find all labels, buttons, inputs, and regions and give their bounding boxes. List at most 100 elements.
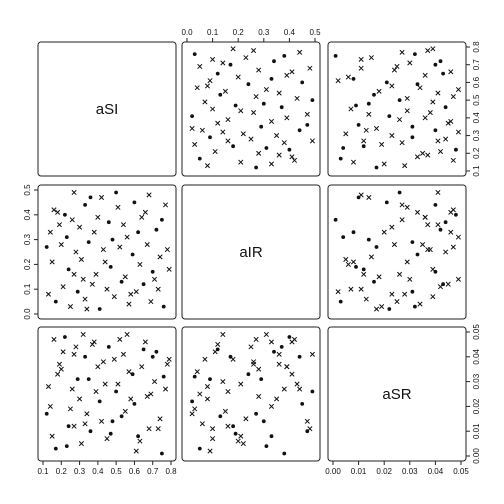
point-cross-52 <box>425 222 431 228</box>
point-dot-16 <box>44 245 49 249</box>
point-dot-62 <box>269 77 274 81</box>
point-dot-65 <box>333 217 338 222</box>
panel-frame <box>181 326 321 462</box>
point-cross-20 <box>73 249 79 255</box>
point-cross-55 <box>80 331 86 338</box>
point-dot-22 <box>410 124 415 129</box>
point-dot-59 <box>366 101 371 106</box>
point-cross-54 <box>399 140 405 146</box>
point-cross-42 <box>104 286 110 292</box>
panel-frame <box>327 41 467 177</box>
point-cross-34 <box>402 291 408 297</box>
point-cross-67 <box>373 306 380 312</box>
point-cross-4 <box>77 396 83 402</box>
point-dot-2 <box>63 212 67 217</box>
point-cross-15 <box>162 202 169 208</box>
point-dot-14 <box>438 227 443 232</box>
point-cross-69 <box>361 271 367 277</box>
point-cross-48 <box>197 391 203 397</box>
point-dot-68 <box>114 389 118 394</box>
x-tick-label-aIR-0.4: 0.4 <box>284 28 296 37</box>
point-dot-41 <box>387 114 392 118</box>
point-cross-49 <box>210 56 216 62</box>
point-dot-25 <box>108 265 113 269</box>
point-dot-25 <box>108 431 113 436</box>
point-cross-60 <box>276 351 282 357</box>
point-dot-5 <box>433 203 438 207</box>
point-dot-25 <box>354 103 358 108</box>
point-cross-66 <box>430 46 436 52</box>
point-cross-9 <box>294 381 300 387</box>
point-dot-44 <box>372 92 376 97</box>
point-cross-26 <box>117 244 123 250</box>
point-cross-15 <box>297 49 303 55</box>
point-dot-68 <box>114 190 118 195</box>
y-tick-label-aSI-0.3: 0.3 <box>472 129 481 141</box>
y-tick-label-aSI-0.6: 0.6 <box>472 76 481 88</box>
point-dot-38 <box>75 289 80 294</box>
point-cross-32 <box>157 254 163 260</box>
point-dot-2 <box>454 212 458 217</box>
point-dot-14 <box>154 349 159 354</box>
point-cross-33 <box>425 246 431 253</box>
point-dot-35 <box>53 299 58 304</box>
point-dot-31 <box>150 269 155 274</box>
point-cross-7 <box>366 194 372 200</box>
point-cross-21 <box>78 441 84 447</box>
panel-frame <box>327 326 467 462</box>
point-cross-3 <box>435 189 441 196</box>
point-cross-36 <box>212 148 218 155</box>
point-cross-18 <box>256 150 262 156</box>
point-cross-37 <box>67 304 73 310</box>
point-dot-38 <box>75 377 80 381</box>
point-dot-19 <box>231 144 236 149</box>
point-cross-9 <box>115 381 121 387</box>
point-cross-33 <box>251 361 257 367</box>
point-cross-45 <box>194 85 200 91</box>
point-cross-54 <box>281 386 287 392</box>
point-cross-29 <box>137 261 143 267</box>
point-dot-16 <box>374 245 379 249</box>
point-cross-51 <box>47 403 53 409</box>
point-cross-39 <box>363 127 369 133</box>
y-tick-label-aSR-0.03: 0.03 <box>472 373 481 389</box>
point-dot-68 <box>397 190 402 195</box>
point-cross-30 <box>144 393 150 400</box>
point-cross-69 <box>225 423 231 429</box>
point-cross-33 <box>425 47 431 54</box>
x-tick-label-aSI-0.2: 0.2 <box>56 467 68 476</box>
point-cross-7 <box>304 111 310 117</box>
point-cross-9 <box>404 95 410 101</box>
panel-aSR-vs-aSR: aSR <box>327 326 467 462</box>
point-cross-20 <box>443 249 449 255</box>
point-dot-62 <box>351 230 356 235</box>
point-cross-23 <box>225 117 231 123</box>
point-cross-27 <box>376 274 382 280</box>
point-dot-19 <box>66 267 71 272</box>
point-cross-21 <box>240 131 246 137</box>
x-tick-label-aSI-0.3: 0.3 <box>74 467 86 476</box>
point-cross-39 <box>82 421 88 427</box>
y-tick-label-aSI-0.4: 0.4 <box>472 112 481 124</box>
point-cross-29 <box>345 261 351 267</box>
point-cross-32 <box>368 55 374 61</box>
y-tick-label-aSI-0.1: 0.1 <box>472 165 481 177</box>
point-cross-1 <box>414 209 421 215</box>
point-cross-0 <box>51 207 57 213</box>
point-cross-58 <box>404 259 410 265</box>
point-cross-1 <box>414 154 421 160</box>
point-dot-38 <box>410 289 415 294</box>
point-dot-28 <box>415 82 420 87</box>
point-cross-7 <box>366 111 372 117</box>
point-cross-52 <box>56 361 63 367</box>
point-cross-45 <box>194 369 200 375</box>
point-dot-53 <box>64 235 69 240</box>
point-cross-27 <box>222 408 228 414</box>
point-dot-16 <box>254 411 258 416</box>
point-cross-55 <box>455 276 461 282</box>
point-dot-47 <box>215 71 220 76</box>
point-dot-5 <box>297 128 302 133</box>
point-dot-35 <box>197 156 202 161</box>
y-tick-label-aSI-0.2: 0.2 <box>472 147 481 159</box>
point-cross-61 <box>128 396 134 402</box>
